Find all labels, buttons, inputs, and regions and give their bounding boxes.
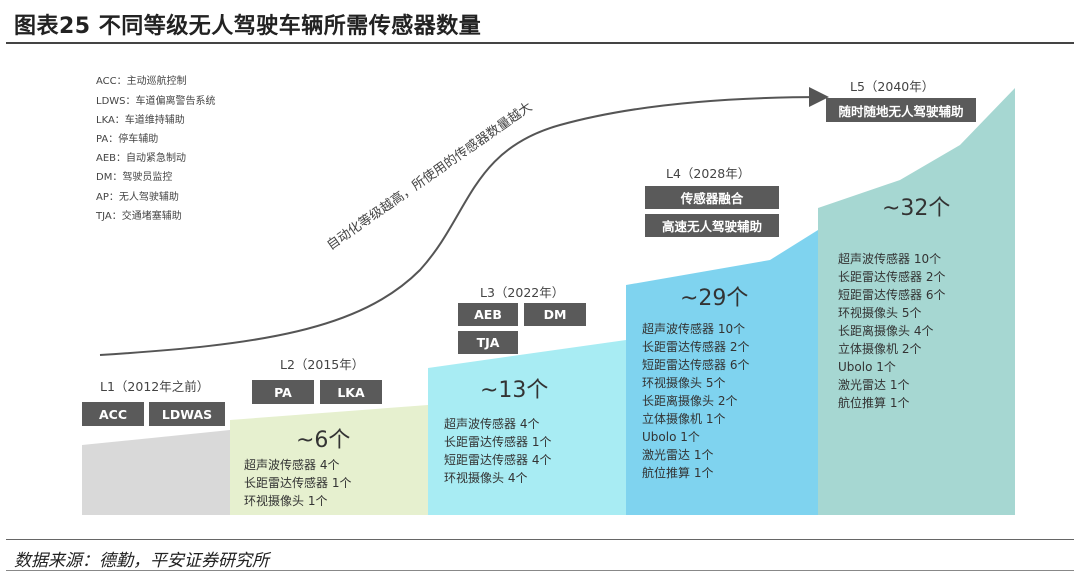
sensor-item: 环视摄像头 1个 (244, 494, 328, 508)
sensor-item: 激光雷达 1个 (642, 448, 714, 462)
abbreviation-item: LDWS：车道偏离警告系统 (96, 96, 216, 107)
area-l5 (818, 88, 1015, 515)
footer-rule (6, 570, 1074, 571)
count-l5: ~32个 (882, 196, 951, 221)
sensor-item: 长距离摄像头 2个 (642, 394, 738, 408)
abbreviation-item: AEB：自动紧急制动 (96, 153, 187, 164)
count-l4: ~29个 (680, 286, 749, 311)
tag-tja: TJA (458, 331, 518, 354)
abbreviation-item: DM：驾驶员监控 (96, 172, 173, 183)
tag-sensor-fusion: 传感器融合 (645, 186, 779, 209)
tag-ldwas: LDWAS (149, 402, 225, 426)
figure-header: 图表25 不同等级无人驾驶车辆所需传感器数量 (0, 0, 1080, 44)
count-l3: ~13个 (480, 378, 549, 403)
abbreviation-item: ACC：主动巡航控制 (96, 76, 187, 87)
sensor-item: 立体摄像机 1个 (642, 412, 726, 426)
abbreviation-item: AP：无人驾驶辅助 (96, 192, 179, 203)
tag-acc: ACC (82, 402, 144, 426)
sensor-item: 短距雷达传感器 6个 (642, 358, 750, 372)
top-rule (6, 42, 1074, 44)
sensor-item: 超声波传感器 10个 (838, 252, 942, 266)
tag-lka: LKA (320, 380, 382, 404)
tag-dm: DM (524, 303, 586, 326)
sensor-item: 长距雷达传感器 2个 (838, 270, 946, 284)
bottom-rule (6, 539, 1074, 540)
area-l1 (82, 430, 230, 515)
area-l3 (428, 340, 626, 515)
sensor-item: 激光雷达 1个 (838, 378, 910, 392)
sensor-item: 长距离摄像头 4个 (838, 324, 934, 338)
tag-pa: PA (252, 380, 314, 404)
source-note: 数据来源：德勤，平安证券研究所 (14, 551, 269, 571)
sensor-item: 航位推算 1个 (838, 396, 910, 410)
sensor-item: 环视摄像头 5个 (838, 306, 922, 320)
tag-highway-autopilot: 高速无人驾驶辅助 (645, 214, 779, 237)
sensor-item: 长距雷达传感器 2个 (642, 340, 750, 354)
sensor-item: 长距雷达传感器 1个 (444, 435, 552, 449)
sensor-item: 超声波传感器 4个 (444, 417, 540, 431)
area-l4 (626, 230, 818, 515)
abbreviation-item: TJA：交通堵塞辅助 (96, 211, 182, 222)
sensor-item: 航位推算 1个 (642, 466, 714, 480)
level-label-l5: L5（2040年） (850, 79, 935, 94)
area-l2 (230, 405, 428, 515)
tag-anytime-autopilot: 随时随地无人驾驶辅助 (826, 98, 976, 122)
sensor-item: 短距雷达传感器 4个 (444, 453, 552, 467)
sensor-item: 短距雷达传感器 6个 (838, 288, 946, 302)
sensor-item: 超声波传感器 10个 (642, 322, 746, 336)
level-label-l1: L1（2012年之前） (100, 379, 210, 394)
sensor-item: 超声波传感器 4个 (244, 458, 340, 472)
sensor-item: Ubolo 1个 (642, 430, 700, 444)
level-label-l4: L4（2028年） (666, 166, 751, 181)
figure-title: 图表25 不同等级无人驾驶车辆所需传感器数量 (14, 14, 482, 39)
level-label-l3: L3（2022年） (480, 285, 565, 300)
count-l2: ~6个 (296, 428, 351, 453)
abbreviation-item: LKA：车道维持辅助 (96, 115, 185, 126)
sensor-item: 环视摄像头 4个 (444, 471, 528, 485)
abbreviation-item: PA：停车辅助 (96, 134, 159, 145)
sensor-item: Ubolo 1个 (838, 360, 896, 374)
trend-curve (99, 87, 829, 356)
sensor-item: 立体摄像机 2个 (838, 342, 922, 356)
sensor-item: 环视摄像头 5个 (642, 376, 726, 390)
tag-aeb: AEB (458, 303, 518, 326)
level-label-l2: L2（2015年） (280, 357, 365, 372)
sensor-item: 长距雷达传感器 1个 (244, 476, 352, 490)
